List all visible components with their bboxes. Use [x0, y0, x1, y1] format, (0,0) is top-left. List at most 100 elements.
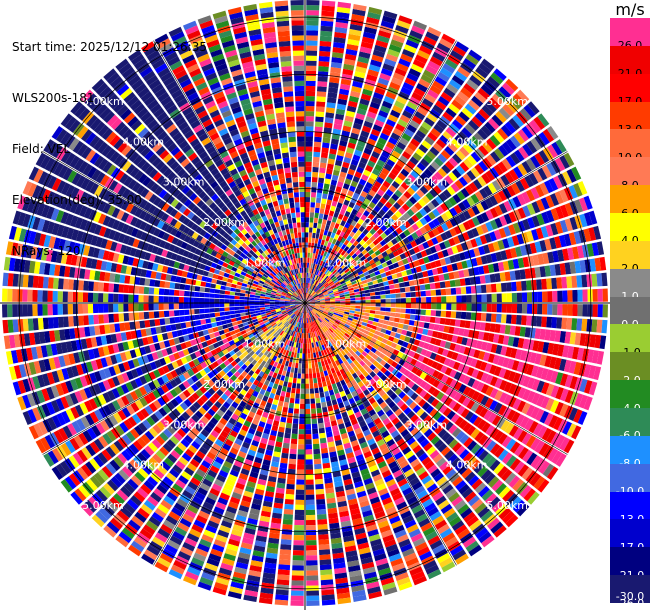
- velocity-gate: [512, 372, 521, 384]
- velocity-gate: [298, 429, 305, 435]
- velocity-gate: [380, 272, 387, 278]
- velocity-gate: [361, 36, 375, 45]
- velocity-gate: [333, 41, 345, 49]
- velocity-gate: [348, 290, 355, 294]
- velocity-gate: [395, 298, 401, 303]
- velocity-gate: [331, 57, 343, 64]
- velocity-gate: [461, 260, 468, 269]
- velocity-gate: [365, 354, 372, 361]
- velocity-gate: [404, 286, 411, 293]
- velocity-gate: [345, 303, 351, 306]
- velocity-gate: [519, 326, 526, 337]
- velocity-gate: [546, 278, 553, 290]
- velocity-gate: [369, 228, 377, 235]
- velocity-gate: [478, 144, 489, 157]
- velocity-gate: [427, 211, 436, 220]
- velocity-gate: [478, 331, 485, 341]
- velocity-gate: [449, 389, 458, 399]
- velocity-gate: [428, 323, 435, 330]
- velocity-gate: [331, 174, 339, 181]
- velocity-gate: [318, 277, 323, 283]
- velocity-gate: [352, 122, 362, 130]
- velocity-gate: [418, 144, 429, 154]
- velocity-gate: [589, 334, 597, 348]
- velocity-gate: [320, 303, 326, 306]
- velocity-gate: [366, 111, 377, 119]
- velocity-gate: [429, 146, 440, 157]
- velocity-gate: [311, 291, 316, 296]
- velocity-gate: [321, 401, 327, 408]
- velocity-gate: [340, 321, 346, 326]
- velocity-gate: [305, 232, 309, 238]
- velocity-gate: [475, 202, 485, 213]
- velocity-gate: [354, 187, 362, 195]
- velocity-gate: [402, 275, 409, 282]
- velocity-gate: [502, 407, 512, 419]
- velocity-gate: [484, 101, 497, 113]
- velocity-gate: [527, 101, 540, 115]
- velocity-gate: [324, 209, 330, 216]
- velocity-gate: [574, 260, 582, 274]
- velocity-gate: [503, 394, 513, 406]
- velocity-gate: [359, 290, 365, 295]
- velocity-gate: [384, 289, 391, 295]
- velocity-gate: [324, 297, 330, 300]
- velocity-gate: [493, 164, 504, 176]
- velocity-gate: [427, 89, 439, 100]
- velocity-gate: [358, 195, 366, 203]
- velocity-gate: [430, 310, 437, 317]
- velocity-gate: [534, 440, 545, 454]
- velocity-gate: [487, 263, 495, 273]
- velocity-gate: [490, 283, 497, 293]
- velocity-gate: [330, 205, 336, 212]
- velocity-gate: [432, 252, 440, 261]
- velocity-gate: [345, 48, 358, 56]
- velocity-gate: [494, 446, 505, 458]
- velocity-gate: [310, 290, 315, 296]
- velocity-gate: [306, 45, 318, 51]
- velocity-gate: [419, 371, 428, 380]
- velocity-gate: [425, 192, 435, 201]
- velocity-gate: [389, 289, 396, 294]
- velocity-gate: [529, 242, 537, 254]
- velocity-gate: [486, 440, 497, 452]
- velocity-gate: [490, 72, 504, 85]
- velocity-gate: [425, 350, 433, 358]
- velocity-gate: [555, 206, 564, 220]
- velocity-gate: [410, 332, 418, 339]
- velocity-gate: [305, 166, 312, 172]
- velocity-gate: [309, 298, 315, 301]
- velocity-gate: [314, 300, 321, 302]
- velocity-gate: [328, 312, 334, 316]
- velocity-gate: [334, 307, 340, 311]
- velocity-gate: [309, 273, 312, 279]
- velocity-gate: [380, 366, 388, 374]
- velocity-gate: [317, 529, 329, 535]
- velocity-gate: [338, 248, 344, 254]
- velocity-gate: [324, 308, 330, 311]
- velocity-gate: [308, 278, 311, 284]
- velocity-gate: [491, 93, 505, 106]
- velocity-gate: [413, 87, 426, 97]
- velocity-gate: [483, 185, 493, 197]
- velocity-gate: [300, 383, 305, 389]
- velocity-gate: [305, 353, 308, 359]
- velocity-gate: [434, 354, 442, 362]
- velocity-gate: [323, 229, 329, 236]
- velocity-gate: [326, 314, 332, 319]
- velocity-gate: [352, 318, 358, 323]
- velocity-gate: [314, 131, 323, 138]
- velocity-gate: [559, 373, 569, 387]
- velocity-gate: [391, 238, 398, 245]
- velocity-gate: [374, 270, 381, 276]
- velocity-gate: [544, 412, 554, 426]
- ppi-plot: 1.00km1.00km1.00km1.00km2.00km2.00km2.00…: [0, 0, 610, 610]
- velocity-gate: [317, 412, 323, 419]
- velocity-gate: [309, 378, 314, 384]
- velocity-gate: [446, 303, 452, 311]
- velocity-gate: [390, 109, 401, 119]
- velocity-gate: [385, 298, 391, 303]
- velocity-gate: [514, 246, 523, 257]
- velocity-gate: [369, 242, 376, 249]
- velocity-gate: [416, 162, 427, 172]
